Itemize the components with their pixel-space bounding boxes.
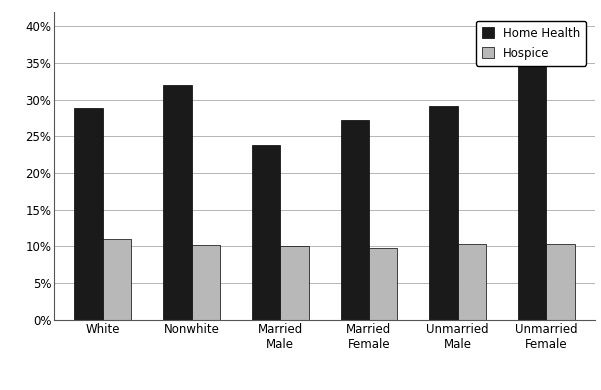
Bar bbox=[429, 106, 457, 320]
Bar bbox=[163, 85, 192, 320]
Bar bbox=[103, 239, 131, 320]
Bar bbox=[192, 245, 220, 320]
Bar bbox=[518, 43, 546, 320]
Bar bbox=[369, 248, 397, 320]
Bar bbox=[341, 120, 369, 320]
Legend: Home Health, Hospice: Home Health, Hospice bbox=[476, 21, 587, 66]
Bar bbox=[252, 145, 280, 320]
Bar bbox=[280, 246, 308, 320]
Bar bbox=[75, 108, 103, 320]
Bar bbox=[457, 244, 486, 320]
Bar bbox=[546, 243, 575, 320]
